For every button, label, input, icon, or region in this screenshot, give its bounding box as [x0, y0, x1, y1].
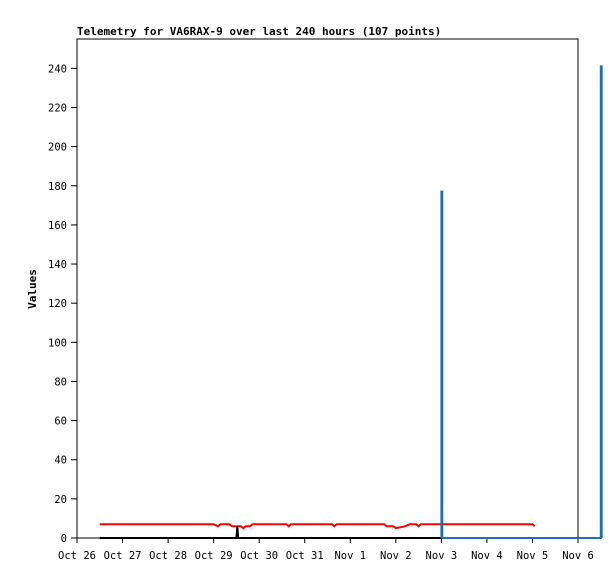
series-line-3: [440, 65, 603, 539]
y-tick-label: 80: [54, 376, 67, 388]
series-line-2: [99, 526, 537, 539]
x-tick-label: Oct 31: [286, 550, 324, 562]
x-tick-label: Oct 29: [195, 550, 233, 562]
series-layer: [99, 65, 603, 539]
y-tick-label: 160: [48, 220, 67, 232]
y-tick-label: 200: [48, 142, 67, 154]
chart-title: Telemetry for VA6RAX-9 over last 240 hou…: [77, 25, 441, 38]
y-tick-label: 220: [48, 102, 67, 114]
x-axis: Oct 26 Oct 27 Oct 28 Oct 29 Oct 30 Oct 31 Nov …: [58, 538, 594, 562]
x-tick-label: Nov 6: [562, 550, 594, 562]
x-tick-label: Nov 2: [380, 550, 412, 562]
y-tick-label: 180: [48, 181, 67, 193]
x-tick-label: Nov 3: [426, 550, 458, 562]
y-tick-label: 120: [48, 298, 67, 310]
y-axis-label: Values: [26, 269, 39, 309]
y-tick-label: 60: [54, 416, 67, 428]
plot-frame: [76, 38, 579, 539]
y-tick-label: 140: [48, 259, 67, 271]
x-tick-label: Nov 1: [334, 550, 366, 562]
x-tick-label: Oct 28: [149, 550, 187, 562]
x-tick-label: Oct 30: [240, 550, 278, 562]
y-tick-label: 0: [61, 533, 67, 545]
y-tick-label: 40: [54, 455, 67, 467]
x-tick-label: Oct 27: [104, 550, 142, 562]
y-tick-label: 100: [48, 337, 67, 349]
y-tick-label: 20: [54, 494, 67, 506]
x-tick-label: Nov 4: [471, 550, 503, 562]
x-tick-label: Oct 26: [58, 550, 96, 562]
y-tick-label: 240: [48, 63, 67, 75]
series-line-1: [99, 523, 536, 530]
y-axis: 0 20 40 60 80 100 120 140 160 180 200 220 240: [48, 63, 77, 545]
x-tick-label: Nov 5: [517, 550, 549, 562]
